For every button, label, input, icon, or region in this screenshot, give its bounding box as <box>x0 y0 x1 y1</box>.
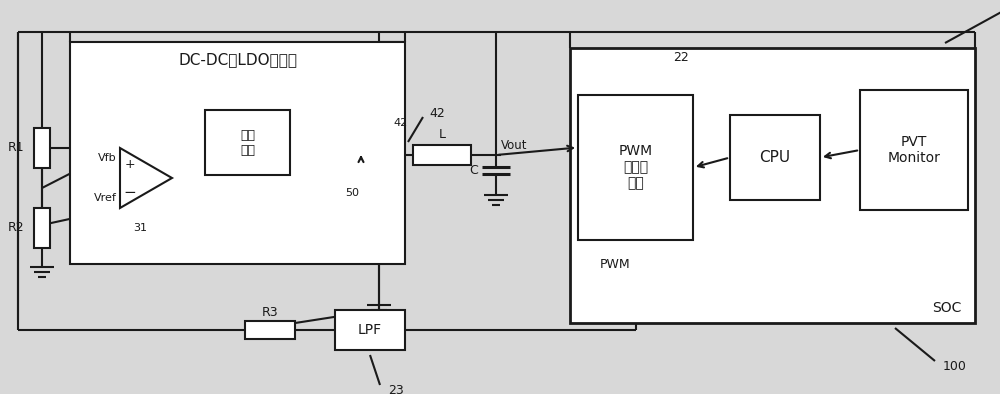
Text: 23: 23 <box>388 383 404 394</box>
Bar <box>860 90 968 210</box>
Text: DC-DC或LDO转换器: DC-DC或LDO转换器 <box>178 52 297 67</box>
Bar <box>578 95 693 240</box>
Bar <box>245 321 295 339</box>
Text: 31: 31 <box>133 223 147 233</box>
Text: LPF: LPF <box>358 323 382 337</box>
Bar <box>34 208 50 247</box>
Text: −: − <box>124 184 136 199</box>
Text: 42: 42 <box>394 118 408 128</box>
Text: R2: R2 <box>7 221 24 234</box>
Text: C: C <box>469 164 478 177</box>
Bar <box>70 42 405 264</box>
Text: PWM: PWM <box>600 258 631 271</box>
Text: Vref: Vref <box>94 193 117 203</box>
Text: R3: R3 <box>262 307 278 320</box>
Bar <box>570 48 975 323</box>
Text: L: L <box>438 128 446 141</box>
Text: R1: R1 <box>7 141 24 154</box>
Text: 22: 22 <box>674 50 689 63</box>
Text: 控制
电路: 控制 电路 <box>240 128 255 156</box>
Bar <box>205 110 290 175</box>
Text: +: + <box>125 158 135 171</box>
Bar <box>730 115 820 200</box>
Bar <box>34 128 50 167</box>
Text: Vfb: Vfb <box>98 153 117 163</box>
Text: 100: 100 <box>943 361 967 374</box>
Text: SOC: SOC <box>932 301 962 315</box>
Text: 50: 50 <box>345 188 359 198</box>
Bar <box>413 145 471 165</box>
Text: PWM
信号生
成器: PWM 信号生 成器 <box>618 144 653 191</box>
Text: PVT
Monitor: PVT Monitor <box>888 135 940 165</box>
Text: 42: 42 <box>429 106 445 119</box>
Bar <box>335 310 405 350</box>
Text: CPU: CPU <box>759 150 791 165</box>
Text: Vout: Vout <box>501 139 528 152</box>
